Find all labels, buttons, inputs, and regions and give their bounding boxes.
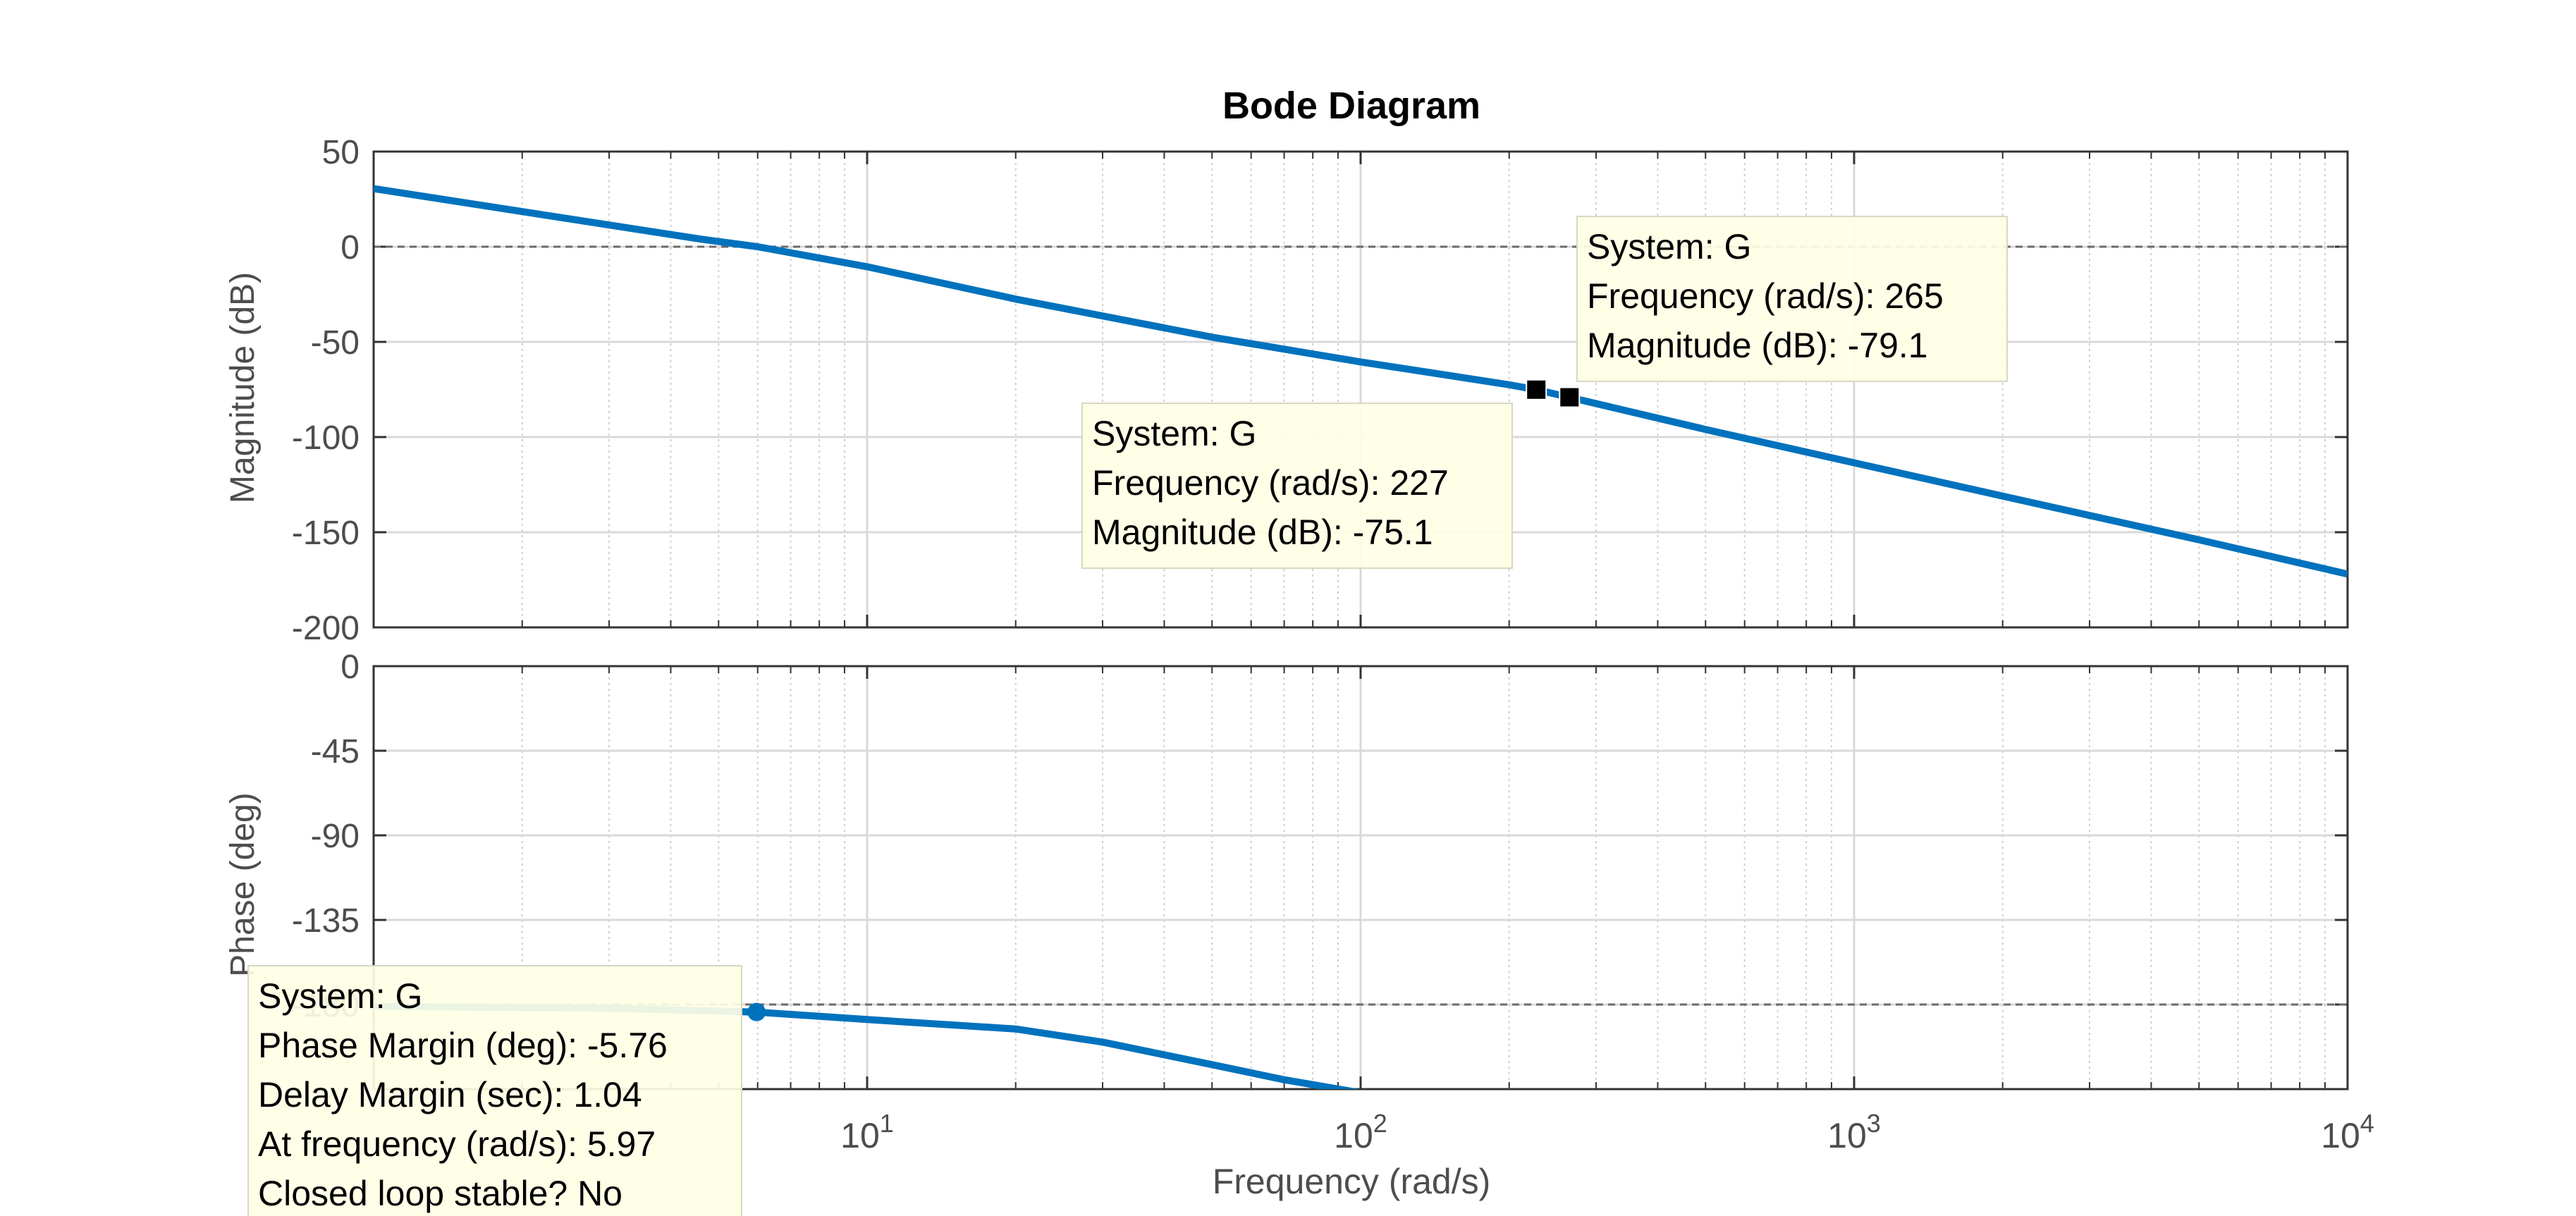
y-tick-label: 0 bbox=[341, 229, 360, 266]
phase-margin-marker[interactable] bbox=[747, 1002, 766, 1021]
frequency-axis-label: Frequency (rad/s) bbox=[1213, 1162, 1491, 1201]
datatip-line: System: G bbox=[1587, 227, 1751, 266]
y-tick-label: -200 bbox=[292, 610, 360, 647]
datatip-line: Magnitude (dB): -79.1 bbox=[1587, 326, 1928, 365]
axes-box bbox=[372, 665, 2349, 1091]
x-tick-label: 103 bbox=[1827, 1109, 1881, 1155]
datatip-line: Frequency (rad/s): 227 bbox=[1092, 463, 1449, 503]
datatip-line: Closed loop stable? No bbox=[258, 1174, 622, 1213]
datatip[interactable]: System: G Phase Margin (deg): -5.76 Delay … bbox=[247, 965, 742, 1216]
y-tick-label: 0 bbox=[341, 649, 360, 686]
datatip[interactable]: System: G Frequency (rad/s): 227 Magnitude… bbox=[1081, 379, 1547, 569]
y-tick-label: 50 bbox=[322, 134, 360, 171]
x-tick-label: 102 bbox=[1334, 1109, 1387, 1155]
datatip-line: At frequency (rad/s): 5.97 bbox=[258, 1124, 656, 1164]
chart-title: Bode Diagram bbox=[1222, 85, 1480, 127]
axes-box bbox=[372, 150, 2349, 629]
datatip-line: System: G bbox=[1092, 414, 1256, 453]
y-tick-label: -50 bbox=[311, 324, 360, 362]
datatip-line: System: G bbox=[258, 976, 422, 1016]
datatip[interactable]: System: G Frequency (rad/s): 265 Magnitude… bbox=[1559, 216, 2008, 408]
datatip-box bbox=[1081, 403, 1513, 569]
series-line[interactable] bbox=[374, 1002, 2348, 1117]
x-tick-label: 101 bbox=[840, 1109, 894, 1155]
phase-axis-label: Phase (deg) bbox=[224, 792, 262, 977]
y-tick-label: -150 bbox=[292, 515, 360, 552]
magnitude-axes[interactable]: 50 0 -50 -100 -150 -200 bbox=[292, 134, 2349, 647]
y-tick-label: -135 bbox=[292, 902, 360, 940]
datatip-marker[interactable] bbox=[1559, 386, 1581, 408]
datatip-box bbox=[1576, 216, 2008, 382]
magnitude-axis-label: Magnitude (dB) bbox=[224, 272, 262, 503]
datatips-layer: System: G Frequency (rad/s): 227 Magnitude… bbox=[247, 216, 2008, 1216]
series-line[interactable] bbox=[374, 185, 2348, 578]
datatip-box bbox=[247, 965, 742, 1216]
datatip-marker[interactable] bbox=[1526, 379, 1547, 400]
y-tick-label: -100 bbox=[292, 419, 360, 457]
datatip-line: Magnitude (dB): -75.1 bbox=[1092, 512, 1433, 552]
y-tick-label: -90 bbox=[311, 818, 360, 855]
datatip-line: Phase Margin (deg): -5.76 bbox=[258, 1026, 668, 1065]
datatip-line: Frequency (rad/s): 265 bbox=[1587, 276, 1944, 316]
x-tick-label: 104 bbox=[2321, 1109, 2374, 1155]
datatip-line: Delay Margin (sec): 1.04 bbox=[258, 1075, 642, 1114]
y-tick-label: -45 bbox=[311, 733, 360, 770]
